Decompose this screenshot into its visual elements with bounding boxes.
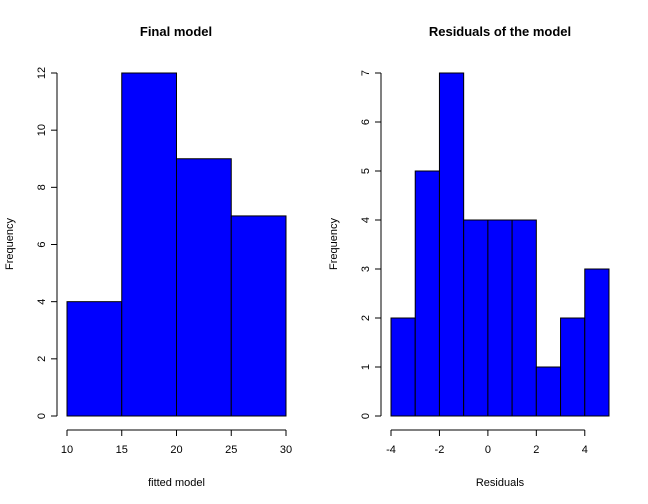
y-tick-label: 10: [36, 124, 48, 136]
histogram-bar: [438, 72, 465, 417]
histogram-bar: [584, 268, 610, 417]
histogram-bar: [487, 219, 513, 417]
x-axis-label: fitted model: [148, 477, 205, 489]
bars: [390, 72, 610, 417]
x-tick-label: -2: [435, 444, 445, 456]
y-tick-label: 12: [36, 67, 48, 79]
y-tick-label: 8: [36, 184, 48, 190]
histogram-bar: [66, 301, 123, 417]
y-tick-label: 2: [36, 356, 48, 362]
y-tick-label: 7: [360, 70, 372, 76]
chart-title: Residuals of the model: [429, 24, 571, 39]
y-axis-label: Frequency: [4, 218, 16, 270]
histogram-final-model: Final model fitted model Frequency 10 15 2…: [4, 24, 292, 489]
histogram-bar: [390, 317, 416, 417]
x-tick-label: 25: [225, 444, 237, 456]
x-axis-label: Residuals: [476, 477, 525, 489]
x-tick-label: 10: [61, 444, 73, 456]
y-tick-label: 0: [360, 413, 372, 419]
axes: -4 -2 0 2 4 0 1 2 3 4 5 6 7: [360, 70, 588, 456]
histogram-residuals: Residuals of the model Residuals Frequen…: [328, 24, 610, 489]
x-tick-label: 15: [116, 444, 128, 456]
y-tick-label: 6: [36, 241, 48, 247]
histogram-bar: [463, 219, 489, 417]
y-axis-label: Frequency: [328, 218, 340, 270]
y-tick-label: 1: [360, 364, 372, 370]
y-tick-label: 2: [360, 315, 372, 321]
axes: 10 15 20 25 30 0 2 4 6 8 10 12: [36, 67, 292, 456]
x-tick-label: 20: [170, 444, 182, 456]
x-tick-label: -4: [386, 444, 396, 456]
histogram-bar: [535, 366, 562, 417]
y-tick-label: 3: [360, 266, 372, 272]
histogram-bar: [560, 317, 586, 417]
histogram-bar: [511, 219, 537, 417]
bars: [66, 72, 287, 417]
y-tick-label: 5: [360, 168, 372, 174]
y-tick-label: 4: [360, 217, 372, 223]
y-tick-label: 4: [36, 299, 48, 305]
histogram-bar: [176, 158, 232, 417]
histogram-bar: [230, 215, 287, 417]
x-tick-label: 30: [280, 444, 292, 456]
x-tick-label: 0: [485, 444, 491, 456]
y-tick-label: 6: [360, 119, 372, 125]
chart-title: Final model: [140, 24, 212, 39]
y-tick-label: 0: [36, 413, 48, 419]
histogram-bar: [121, 72, 177, 417]
x-tick-label: 2: [533, 444, 539, 456]
histogram-bar: [414, 170, 440, 417]
x-tick-label: 4: [582, 444, 588, 456]
